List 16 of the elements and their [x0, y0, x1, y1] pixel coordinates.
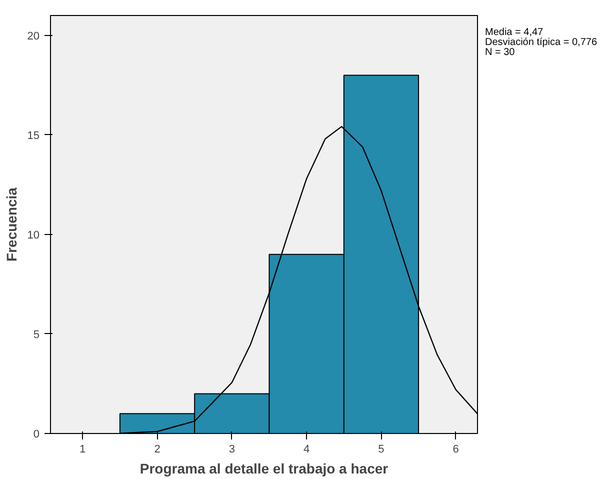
x-axis-title: Programa al detalle el trabajo a hacer	[140, 460, 389, 476]
text: N = 30	[485, 47, 515, 58]
y-tick-label: 10	[27, 229, 40, 242]
y-tick-label: 5	[33, 328, 40, 341]
x-tick-label: 3	[228, 444, 235, 456]
x-tick-label: 1	[80, 444, 86, 456]
y-tick-label: 15	[27, 130, 40, 142]
y-tick-label: 20	[27, 30, 40, 42]
x-tick-label: 6	[452, 444, 459, 456]
x-tick-label: 5	[378, 444, 384, 456]
text: Desviación típica = 0,776	[485, 37, 598, 48]
text: Media = 4,47	[485, 27, 544, 38]
y-tick-label: 0	[33, 428, 40, 440]
x-tick-label: 4	[303, 444, 310, 456]
x-tick-label: 2	[154, 444, 160, 456]
y-axis-title: Frecuencia	[3, 187, 20, 262]
